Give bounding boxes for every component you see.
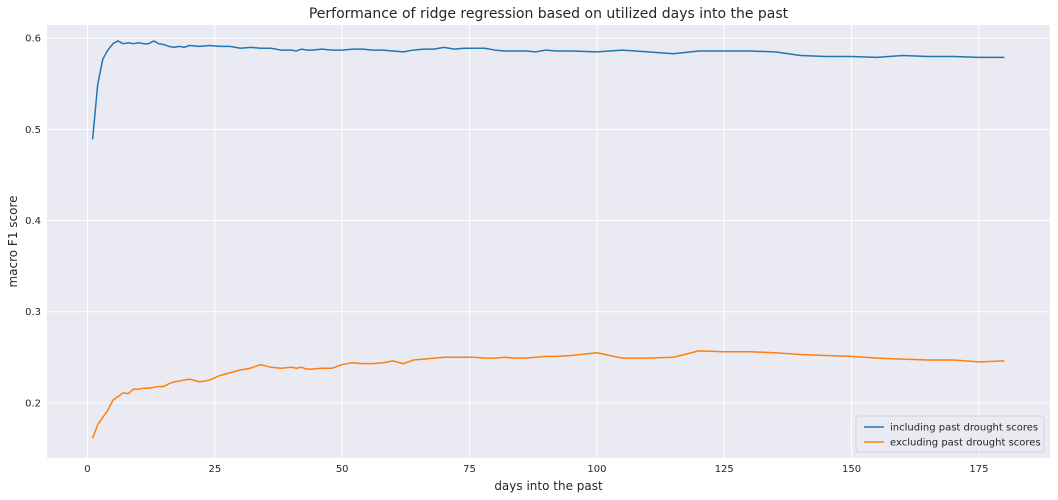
legend-box (855, 415, 1045, 453)
x-tick-label: 125 (715, 464, 734, 475)
series-line-1 (91, 40, 1005, 140)
y-tick-label: 0.6 (25, 34, 41, 45)
y-axis-label: macro F1 score (6, 195, 20, 287)
legend-label: excluding past drought scores (890, 438, 1041, 449)
y-tick-label: 0.3 (25, 307, 41, 318)
y-tick-label: 0.5 (25, 125, 41, 136)
y-ticks: 0.2 0.3 0.4 0.5 0.6 (25, 34, 41, 410)
x-tick-label: 100 (587, 464, 606, 475)
legend-label: including past drought scores (890, 423, 1038, 434)
y-tick-label: 0.2 (25, 398, 41, 409)
x-tick-label: 175 (969, 464, 988, 475)
x-tick-label: 150 (842, 464, 861, 475)
x-tick-label: 0 (84, 464, 90, 475)
x-tick-label: 50 (336, 464, 349, 475)
plot-background (47, 25, 1050, 458)
x-ticks: 0 25 50 75 100 125 150 175 (84, 464, 988, 475)
x-tick-label: 25 (208, 464, 221, 475)
series-line-2 (91, 350, 1005, 439)
chart-title: Performance of ridge regression based on… (309, 6, 789, 22)
x-tick-label: 75 (463, 464, 476, 475)
grid (47, 25, 1050, 458)
legend: including past drought scores excluding p… (855, 415, 1045, 453)
series-lines (91, 40, 1005, 439)
y-tick-label: 0.4 (25, 216, 41, 227)
x-axis-label: days into the past (494, 479, 603, 493)
